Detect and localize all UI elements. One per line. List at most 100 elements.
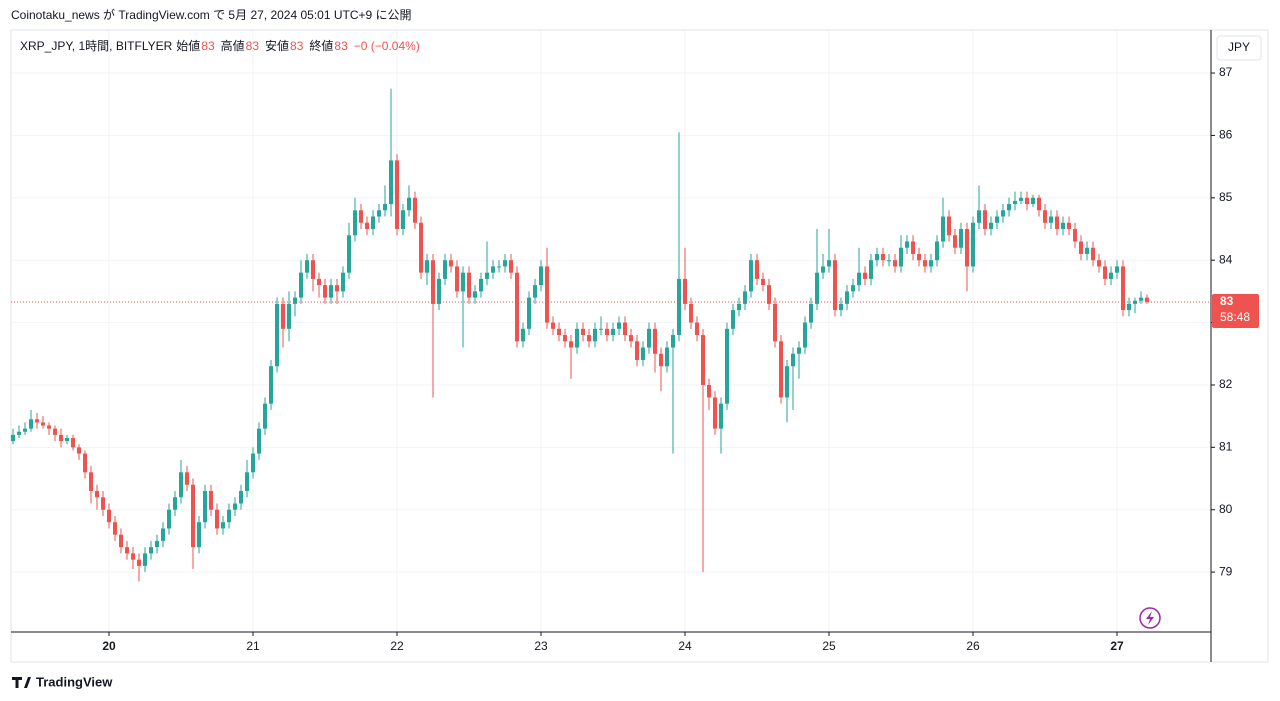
flash-glyph <box>1146 611 1154 625</box>
candle-body <box>335 285 339 292</box>
candle-body <box>413 197 417 223</box>
candle-body <box>641 347 645 361</box>
candle-body <box>893 260 897 267</box>
candle-body <box>809 303 813 323</box>
candle-body <box>851 285 855 292</box>
x-tick-label: 20 <box>102 639 116 653</box>
candle-body <box>617 322 621 329</box>
legend-value: 83 <box>246 39 260 53</box>
legend: XRP_JPY, 1時間, BITFLYER 始値 83 高値 83 安値 83 終値 83 −0… <box>20 38 420 53</box>
candle-body <box>761 278 765 286</box>
candle-body <box>971 222 975 267</box>
candle-body <box>1115 266 1119 273</box>
candle-body <box>1037 197 1041 211</box>
candle-body <box>89 472 93 492</box>
candle-body <box>317 278 321 286</box>
candle-body <box>629 335 633 342</box>
candle-body <box>275 303 279 367</box>
candle-body <box>995 216 999 223</box>
candle-body <box>341 272 345 292</box>
candle-body <box>293 297 297 304</box>
candle-body <box>1043 210 1047 223</box>
candle-body <box>521 328 525 342</box>
candle-body <box>833 260 837 311</box>
candle-body <box>923 260 927 267</box>
candle-body <box>497 266 501 268</box>
candle-body <box>161 528 165 541</box>
candle-body <box>797 347 801 354</box>
currency-box[interactable] <box>1216 35 1262 61</box>
candle-body <box>251 453 255 473</box>
countdown: 58:48 <box>1220 310 1250 324</box>
candle-body <box>203 491 207 523</box>
candle-body <box>779 341 783 398</box>
flash-icon[interactable] <box>1139 607 1161 629</box>
candle-body <box>827 260 831 267</box>
candle-body <box>911 241 915 254</box>
candle-body <box>323 285 327 298</box>
candle-body <box>533 285 537 298</box>
y-tick-label: 81 <box>1219 440 1233 454</box>
candle-body <box>737 303 741 311</box>
candle-body <box>119 534 123 548</box>
candle-body <box>221 522 225 529</box>
candle-body <box>173 497 177 510</box>
last-price-label: 83 <box>1220 294 1234 308</box>
change: −0 (−0.04%) <box>354 39 420 53</box>
candle-body <box>947 216 951 236</box>
candle-body <box>77 447 81 454</box>
candle-body <box>1145 297 1149 302</box>
candle-body <box>563 335 567 342</box>
candle-body <box>749 260 753 292</box>
candle-body <box>587 335 591 342</box>
candle-body <box>1061 222 1065 230</box>
candle-body <box>569 341 573 348</box>
candle-body <box>305 260 309 273</box>
candle-body <box>845 291 849 304</box>
candle-body <box>311 260 315 279</box>
candle-body <box>143 553 147 566</box>
y-tick-label: 80 <box>1219 502 1233 516</box>
candle-body <box>881 253 885 261</box>
y-tick-label: 84 <box>1219 252 1233 266</box>
candle-body <box>257 428 261 454</box>
candle-body <box>605 328 609 336</box>
candle-body <box>359 210 363 223</box>
candle-body <box>1091 247 1095 261</box>
candle-body <box>743 291 747 304</box>
candle-body <box>23 428 27 432</box>
candle-body <box>875 253 879 261</box>
candle-body <box>671 335 675 348</box>
candle-body <box>1085 247 1089 254</box>
candle-body <box>269 366 273 404</box>
candle-body <box>155 540 159 548</box>
candle-body <box>989 222 993 230</box>
x-tick-label: 22 <box>390 639 404 653</box>
candle-body <box>233 503 237 510</box>
legend-name: 終値 <box>309 38 333 53</box>
candle-body <box>707 384 711 398</box>
candle-body <box>929 260 933 267</box>
candle-body <box>1079 241 1083 254</box>
candle-body <box>959 229 963 248</box>
candle-body <box>965 229 969 267</box>
candle-body <box>401 210 405 230</box>
candle-body <box>1109 272 1113 279</box>
candle-body <box>473 291 477 298</box>
candle-body <box>1001 210 1005 217</box>
candle-body <box>125 547 129 554</box>
candle-body <box>431 260 435 304</box>
candle-body <box>1067 222 1071 230</box>
candle-body <box>599 328 603 330</box>
candle-body <box>191 484 195 548</box>
candle-body <box>71 437 75 448</box>
candle-body <box>287 303 291 329</box>
candle-body <box>455 266 459 292</box>
candle-body <box>677 278 681 336</box>
legend-name: 安値 <box>265 38 289 53</box>
candle-body <box>167 509 171 529</box>
candle-body <box>485 272 489 279</box>
candle-body <box>1025 197 1029 205</box>
candle-body <box>719 403 723 429</box>
candle-body <box>1127 303 1131 311</box>
